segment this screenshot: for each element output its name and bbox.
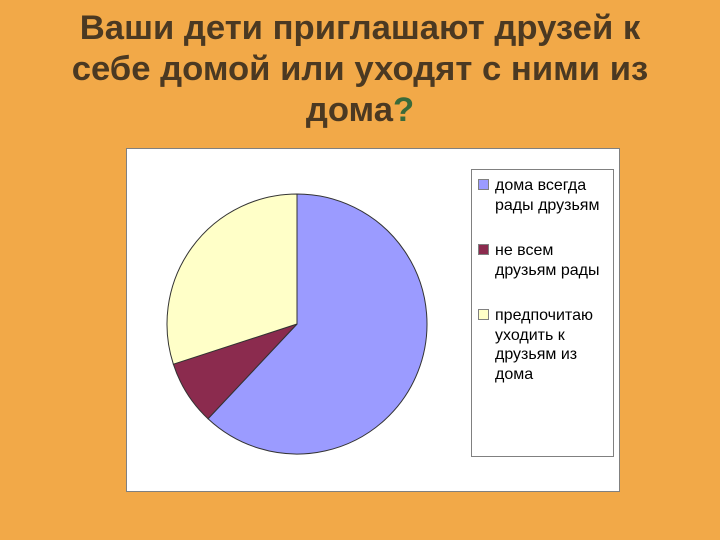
legend-label: предпочитаю уходить к друзьям из дома xyxy=(495,306,607,384)
title-line-3: дома xyxy=(306,91,393,129)
pie-chart xyxy=(127,149,467,499)
legend-item: не всем друзьям рады xyxy=(478,241,607,280)
chart-area: дома всегда рады друзьям не всем друзьям… xyxy=(126,148,620,492)
title-line-2: себе домой или уходят с ними из xyxy=(72,50,649,88)
legend-swatch-icon xyxy=(478,179,489,190)
legend-label: дома всегда рады друзьям xyxy=(495,176,607,215)
legend-swatch-icon xyxy=(478,309,489,320)
legend-box: дома всегда рады друзьям не всем друзьям… xyxy=(471,169,614,457)
slide-background: Ваши дети приглашают друзей к себе домой… xyxy=(0,0,720,540)
slide-title: Ваши дети приглашают друзей к себе домой… xyxy=(40,8,680,131)
title-line-1: Ваши дети приглашают друзей к xyxy=(80,9,640,47)
legend-item: дома всегда рады друзьям xyxy=(478,176,607,215)
legend-label: не всем друзьям рады xyxy=(495,241,607,280)
title-question-mark: ? xyxy=(393,91,414,129)
legend-item: предпочитаю уходить к друзьям из дома xyxy=(478,306,607,384)
legend-swatch-icon xyxy=(478,244,489,255)
